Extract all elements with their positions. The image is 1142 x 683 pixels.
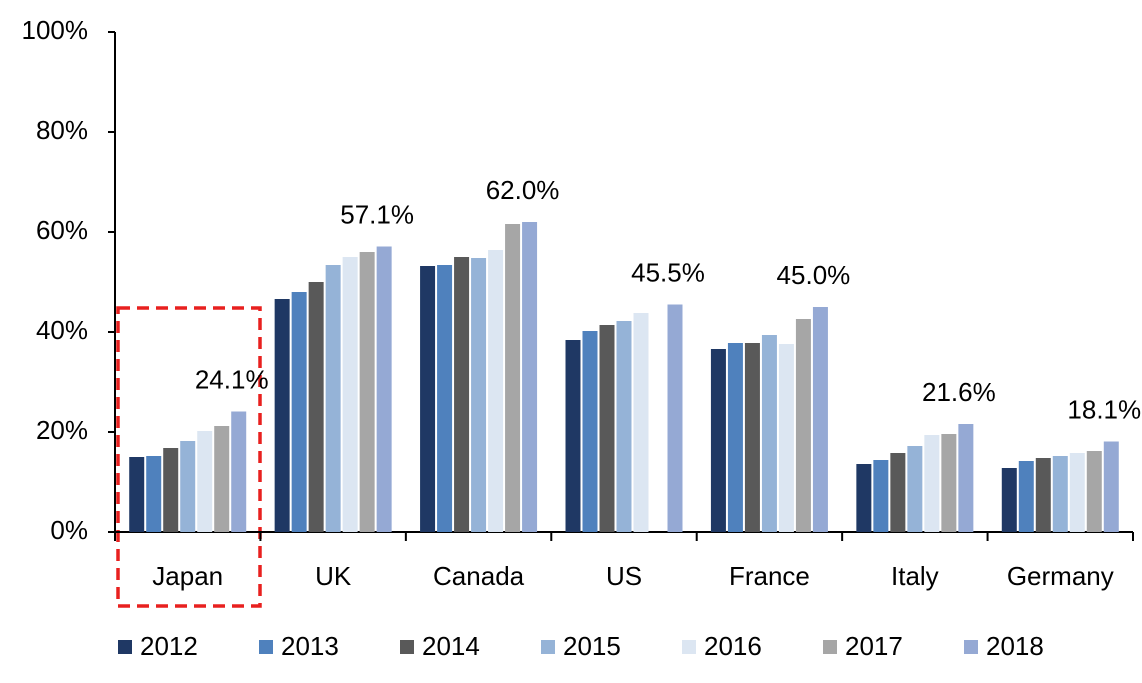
bar bbox=[778, 344, 794, 532]
bar bbox=[565, 340, 581, 532]
bar bbox=[710, 349, 726, 532]
y-tick-label: 60% bbox=[36, 215, 88, 245]
bar bbox=[291, 292, 307, 532]
bar bbox=[522, 222, 538, 532]
bar bbox=[437, 265, 453, 532]
x-tick-label: UK bbox=[315, 561, 352, 591]
bar bbox=[1069, 453, 1085, 532]
x-tick-label: Japan bbox=[152, 561, 223, 591]
legend-label: 2015 bbox=[563, 631, 621, 661]
bar bbox=[616, 321, 632, 532]
bar bbox=[761, 335, 777, 532]
legend-swatch bbox=[400, 640, 414, 654]
bar bbox=[744, 343, 760, 532]
bar bbox=[856, 464, 872, 532]
bar bbox=[180, 441, 196, 532]
bar bbox=[890, 453, 906, 532]
value-label: 62.0% bbox=[486, 175, 560, 205]
value-label: 24.1% bbox=[195, 364, 269, 394]
legend-swatch bbox=[682, 640, 696, 654]
x-tick-label: Germany bbox=[1007, 561, 1114, 591]
bar bbox=[342, 257, 358, 532]
value-label: 45.0% bbox=[777, 260, 851, 290]
bar bbox=[488, 250, 504, 532]
highlight-box bbox=[116, 306, 262, 608]
y-tick-label: 0% bbox=[50, 515, 88, 545]
legend-swatch bbox=[964, 640, 978, 654]
bar bbox=[582, 331, 598, 532]
bar bbox=[308, 282, 324, 532]
y-tick-label: 100% bbox=[22, 15, 89, 45]
bar bbox=[1103, 441, 1119, 532]
value-label: 45.5% bbox=[631, 257, 705, 287]
y-tick-label: 20% bbox=[36, 415, 88, 445]
bar bbox=[454, 257, 470, 532]
legend-label: 2012 bbox=[140, 631, 198, 661]
bar bbox=[1001, 468, 1017, 532]
legend-label: 2018 bbox=[986, 631, 1044, 661]
bar bbox=[129, 457, 145, 532]
legend-swatch bbox=[118, 640, 132, 654]
bar bbox=[727, 343, 743, 532]
legend-label: 2017 bbox=[845, 631, 903, 661]
legend-label: 2014 bbox=[422, 631, 480, 661]
legend-swatch bbox=[259, 640, 273, 654]
bar bbox=[274, 299, 290, 532]
y-tick-label: 40% bbox=[36, 315, 88, 345]
bar bbox=[420, 266, 436, 532]
bar bbox=[873, 460, 889, 532]
bar bbox=[907, 446, 923, 532]
bar bbox=[505, 224, 521, 532]
value-label: 18.1% bbox=[1067, 394, 1141, 424]
bar bbox=[1035, 458, 1051, 532]
legend-label: 2016 bbox=[704, 631, 762, 661]
value-label: 21.6% bbox=[922, 377, 996, 407]
bar bbox=[214, 426, 230, 532]
bar bbox=[146, 456, 162, 532]
bar bbox=[924, 435, 940, 532]
bar bbox=[812, 307, 828, 532]
bar bbox=[1018, 461, 1034, 532]
bar bbox=[1086, 451, 1102, 532]
bar bbox=[359, 252, 375, 532]
x-tick-label: France bbox=[729, 561, 810, 591]
x-tick-label: Italy bbox=[891, 561, 939, 591]
legend-label: 2013 bbox=[281, 631, 339, 661]
legend-swatch bbox=[541, 640, 555, 654]
bar bbox=[163, 448, 179, 532]
bar bbox=[599, 325, 615, 532]
bar bbox=[633, 313, 649, 532]
bar bbox=[941, 434, 957, 532]
x-tick-label: Canada bbox=[433, 561, 525, 591]
bar bbox=[325, 265, 341, 532]
bar bbox=[231, 411, 247, 532]
bar bbox=[958, 424, 974, 532]
legend-swatch bbox=[823, 640, 837, 654]
bar bbox=[1052, 456, 1068, 532]
value-label: 57.1% bbox=[340, 199, 414, 229]
bar bbox=[795, 319, 811, 532]
y-tick-label: 80% bbox=[36, 115, 88, 145]
x-tick-label: US bbox=[606, 561, 642, 591]
bar bbox=[667, 304, 683, 532]
bar bbox=[376, 246, 392, 532]
bar bbox=[471, 258, 487, 532]
bar bbox=[197, 431, 213, 532]
